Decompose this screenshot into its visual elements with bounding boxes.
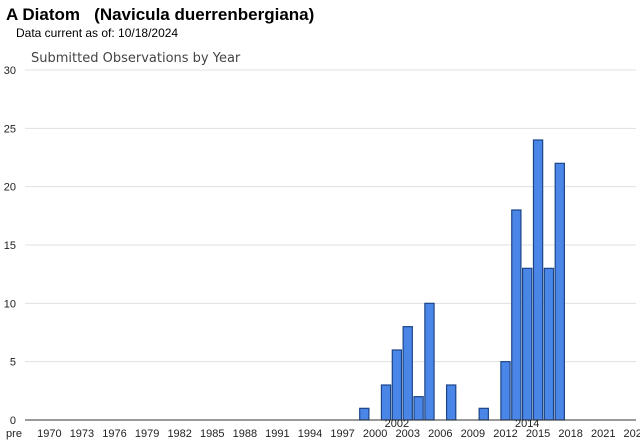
x-tick-label: 2015	[526, 428, 550, 440]
x-tick-label: 1982	[167, 428, 191, 440]
y-tick-label: 0	[10, 415, 16, 427]
x-tick-label: 2021	[591, 428, 615, 440]
bar-2016[interactable]	[543, 267, 555, 421]
x-tick-label-upper: 2014	[515, 418, 539, 430]
bar-2015[interactable]	[532, 139, 544, 421]
bar-2014[interactable]	[521, 267, 533, 421]
y-tick-label: 10	[4, 298, 16, 310]
x-tick-label: 1997	[330, 428, 354, 440]
x-tick-label: 1994	[298, 428, 322, 440]
data-current-date: Data current as of: 10/18/2024	[16, 26, 179, 40]
y-tick-label: 20	[4, 182, 16, 194]
bar-2003[interactable]	[402, 326, 413, 421]
y-tick-label: 30	[4, 65, 16, 77]
x-tick-label: 1991	[265, 428, 289, 440]
bar-2010[interactable]	[478, 407, 489, 421]
bar-2002[interactable]	[391, 349, 403, 421]
bar-2013[interactable]	[511, 209, 522, 421]
bars	[359, 139, 565, 421]
bar-2004[interactable]	[413, 396, 424, 421]
x-tick-label: 1979	[135, 428, 159, 440]
chart-title: Submitted Observations by Year	[31, 51, 241, 66]
bar-2017[interactable]	[554, 162, 565, 421]
x-tick-label: 1985	[200, 428, 224, 440]
bar-2005[interactable]	[424, 302, 435, 421]
bar-1999[interactable]	[359, 407, 370, 421]
x-tick-label: 2003	[395, 428, 419, 440]
bar-2007[interactable]	[445, 384, 457, 421]
y-tick-label: 5	[10, 357, 16, 369]
x-tick-label: 2006	[428, 428, 452, 440]
x-tick-label: 2009	[461, 428, 485, 440]
y-tick-label: 25	[4, 123, 16, 135]
x-tick-label: 1988	[233, 428, 257, 440]
page-title: A Diatom (Navicula duerrenbergiana)	[6, 5, 315, 24]
x-axis-ticks: pre 1970 1973 1976 1979 1982 1985 1988 1991 1994 1…	[6, 418, 640, 440]
x-tick-label: 1973	[70, 428, 94, 440]
x-tick-label: 1970	[37, 428, 61, 440]
x-tick-label-upper: 2002	[385, 418, 409, 430]
x-tick-label: 2012	[493, 428, 517, 440]
y-tick-label: 15	[4, 240, 16, 252]
bar-2012[interactable]	[500, 361, 511, 421]
bar-2001[interactable]	[380, 384, 392, 421]
y-axis-ticks: 0 5 10 15 20 25 30	[4, 65, 16, 427]
x-tick-label: 2024	[624, 428, 640, 440]
x-tick-label: pre	[6, 428, 22, 440]
x-tick-label: 2018	[558, 428, 582, 440]
x-tick-label: 2000	[363, 428, 387, 440]
x-tick-label: 1976	[102, 428, 126, 440]
